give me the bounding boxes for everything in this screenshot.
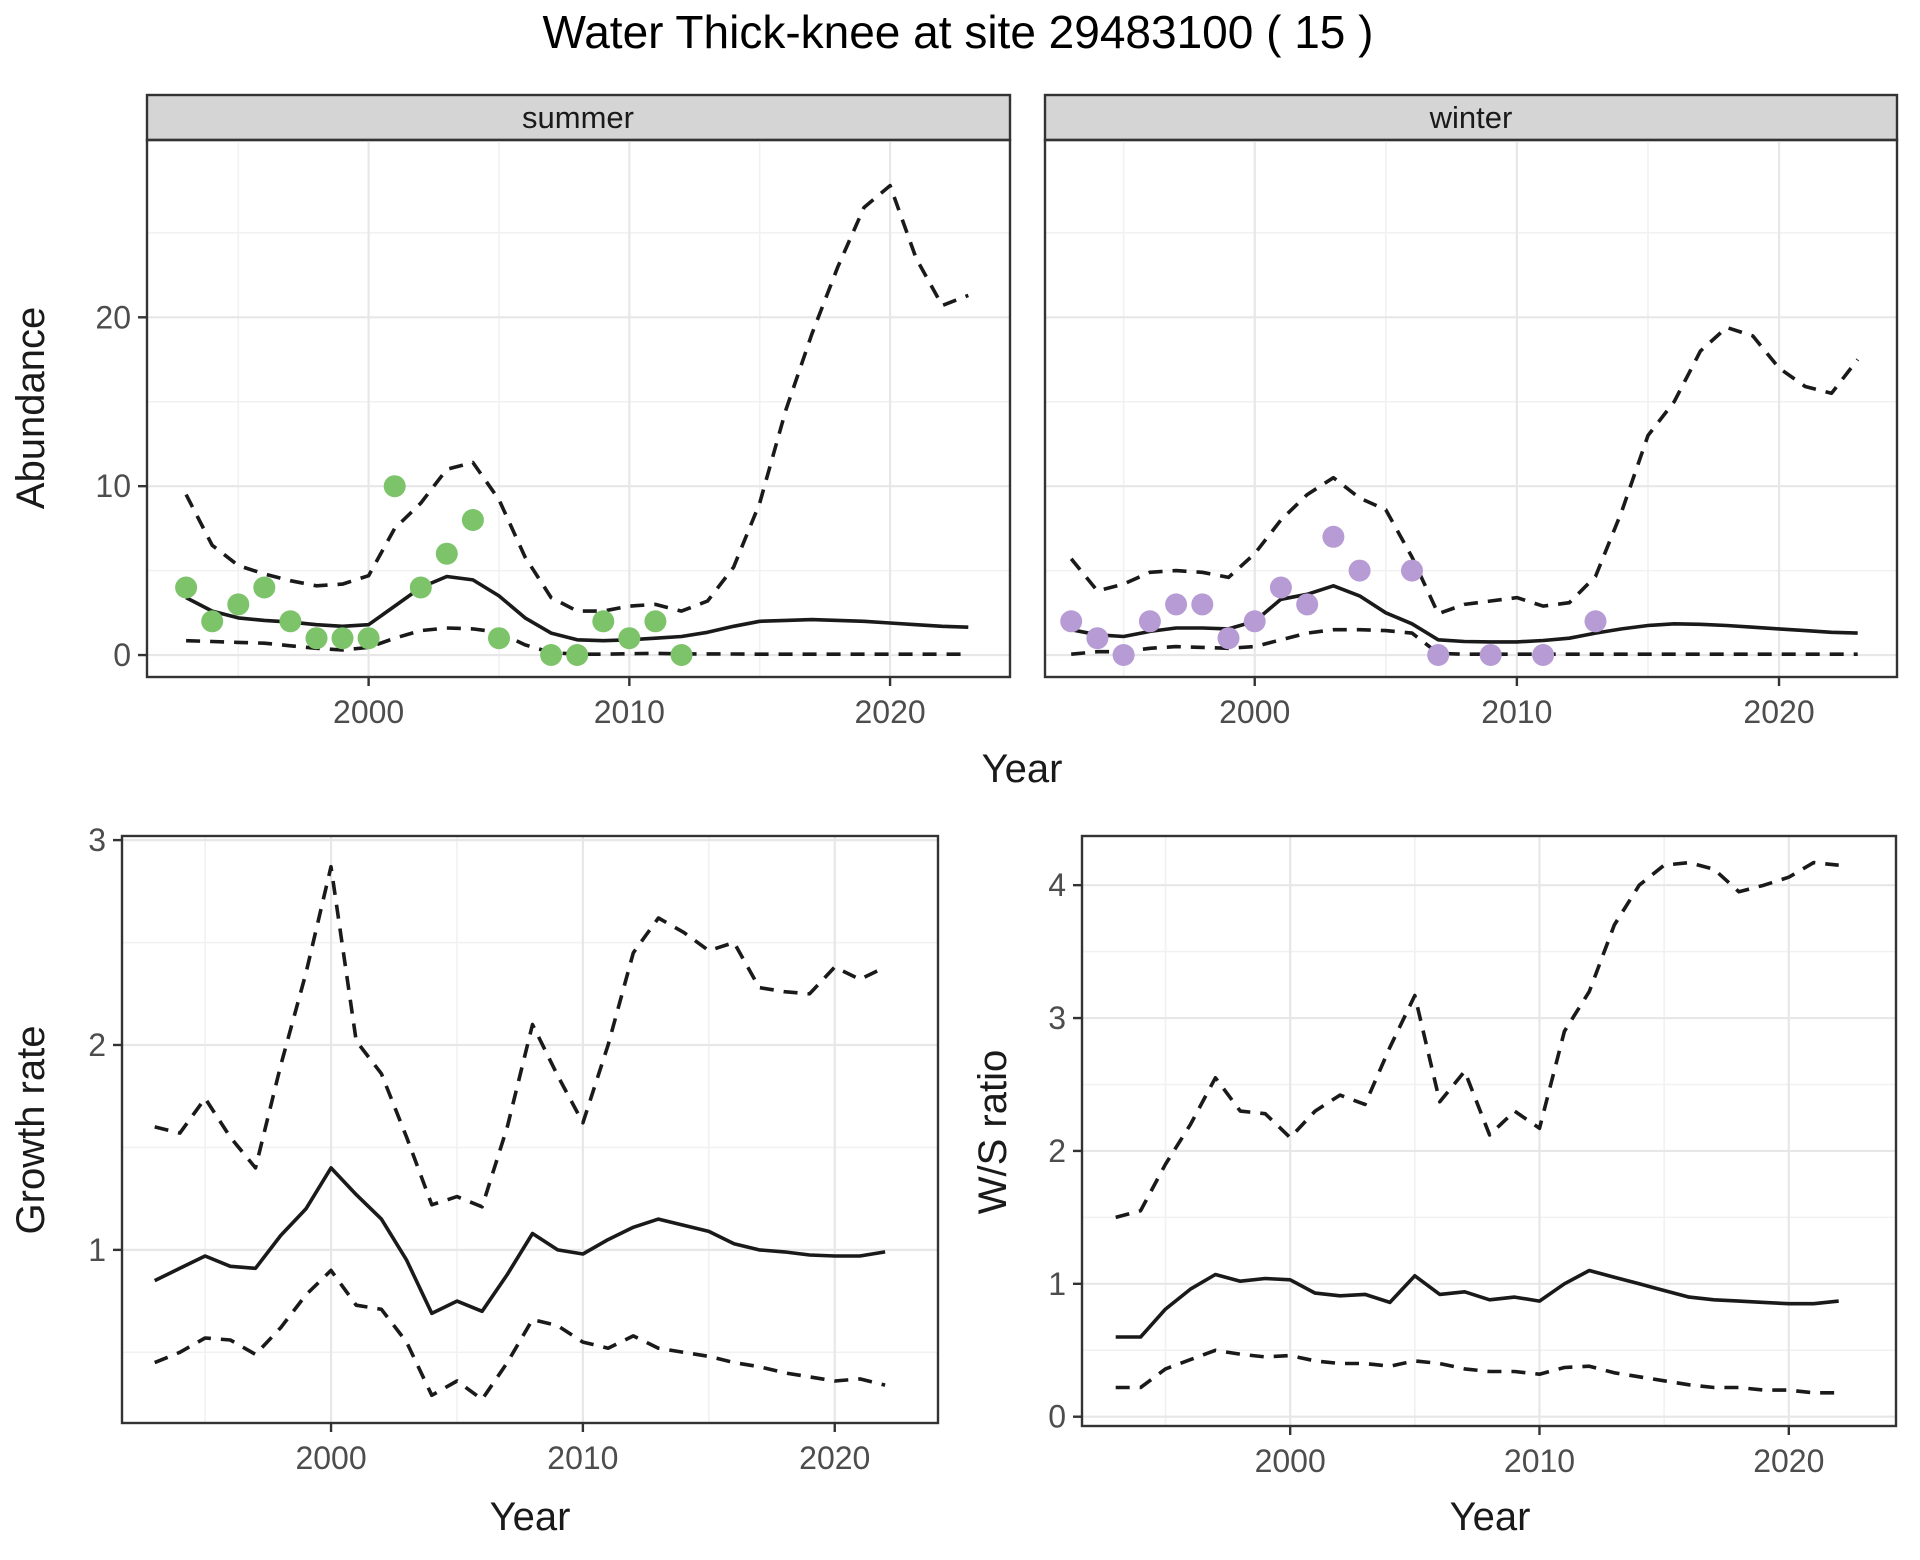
abundance-summer-data-point bbox=[305, 627, 328, 650]
y-tick-label: 3 bbox=[1048, 1000, 1066, 1036]
ws-ratio-lower_ci-line bbox=[1115, 1348, 1839, 1395]
abundance-summer-data-point bbox=[383, 475, 406, 498]
abundance-summer-data-point bbox=[592, 610, 615, 633]
y-tick-label: 2 bbox=[88, 1027, 106, 1063]
abundance-winter-data-point bbox=[1584, 610, 1607, 633]
abundance-winter-data-point bbox=[1269, 576, 1292, 599]
abundance-summer-data-point bbox=[461, 509, 484, 531]
x-tick-label: 2000 bbox=[1219, 694, 1290, 730]
x-tick-label: 2000 bbox=[333, 694, 404, 730]
y-tick-label: 2 bbox=[1048, 1133, 1066, 1169]
x-tick-label: 2020 bbox=[1753, 1443, 1824, 1479]
abundance-winter-data-point bbox=[1427, 644, 1450, 666]
facet-strip-winter bbox=[1043, 93, 1899, 142]
abundance-summer-data-point bbox=[331, 627, 354, 650]
growth-rate-upper_ci-line bbox=[154, 864, 886, 1209]
facet-strip-summer bbox=[145, 93, 1012, 142]
x-tick-label: 2010 bbox=[1504, 1443, 1575, 1479]
abundance-winter-lower_ci-line bbox=[1071, 627, 1858, 657]
x-tick-label: 2010 bbox=[594, 694, 665, 730]
abundance-summer-data-point bbox=[566, 644, 589, 666]
abundance-summer-border bbox=[145, 138, 1012, 679]
top-year-axis-title: Year bbox=[982, 747, 1063, 791]
abundance-winter-data-point bbox=[1296, 593, 1319, 616]
y-tick-label: 4 bbox=[1048, 867, 1066, 903]
y-tick-label: 0 bbox=[1048, 1399, 1066, 1435]
abundance-winter-data-point bbox=[1086, 627, 1109, 650]
x-tick-label: 2020 bbox=[854, 694, 925, 730]
panel-ws-ratio: 2000 2010 2020 0 1 2 3 4 bbox=[1048, 834, 1898, 1479]
panel-abundance-summer: 2000 2010 2020 0 10 20 bbox=[95, 138, 1012, 730]
abundance-summer-data-point bbox=[253, 576, 276, 599]
growth-rate-border bbox=[120, 834, 940, 1425]
x-tick-label: 2010 bbox=[547, 1440, 618, 1476]
facet-strip-winter-label: winter bbox=[1429, 100, 1513, 135]
abundance-summer-data-point bbox=[409, 576, 432, 599]
abundance-winter-data-point bbox=[1060, 610, 1083, 633]
x-tick-label: 2010 bbox=[1481, 694, 1552, 730]
y-tick-label: 1 bbox=[1048, 1266, 1066, 1302]
y-tick-label: 1 bbox=[88, 1232, 106, 1268]
y-tick-label: 0 bbox=[113, 637, 131, 673]
y-tick-label: 10 bbox=[95, 468, 131, 504]
abundance-summer-mean-line bbox=[185, 574, 969, 643]
growth-rate-axis-title: Growth rate bbox=[9, 1026, 53, 1235]
abundance-winter-data-point bbox=[1532, 644, 1555, 666]
abundance-winter-data-point bbox=[1348, 559, 1371, 582]
ws-ratio-mean-line bbox=[1115, 1268, 1839, 1339]
abundance-winter-data-point bbox=[1112, 644, 1135, 666]
facet-strip-summer-label: summer bbox=[522, 100, 634, 135]
abundance-axis-title: Abundance bbox=[9, 307, 53, 509]
abundance-winter-upper_ci-line bbox=[1069, 325, 1860, 616]
abundance-winter-data-point bbox=[1165, 593, 1188, 616]
y-tick-label: 20 bbox=[95, 299, 131, 335]
abundance-summer-data-point bbox=[435, 542, 458, 565]
abundance-summer-data-point bbox=[201, 610, 224, 633]
abundance-summer-data-point bbox=[618, 627, 641, 650]
abundance-winter-data-point bbox=[1401, 559, 1423, 582]
abundance-summer-data-point bbox=[227, 593, 250, 616]
x-tick-label: 2000 bbox=[1255, 1443, 1326, 1479]
ws-ratio-axis-title: W/S ratio bbox=[971, 1050, 1015, 1214]
abundance-summer-data-point bbox=[488, 627, 510, 650]
y-tick-label: 3 bbox=[88, 822, 106, 858]
panel-growth-rate: 2000 2010 2020 1 2 3 bbox=[88, 822, 940, 1476]
abundance-summer-data-point bbox=[644, 610, 667, 633]
panel-abundance-winter: 2000 2010 2020 bbox=[1043, 138, 1899, 730]
abundance-summer-data-point bbox=[175, 576, 198, 599]
ws-ratio-border bbox=[1080, 834, 1898, 1428]
ws-ratio-upper_ci-line bbox=[1115, 860, 1839, 1220]
growth-rate-lower_ci-line bbox=[154, 1268, 886, 1402]
abundance-winter-data-point bbox=[1243, 610, 1266, 633]
x-tick-label: 2020 bbox=[799, 1440, 870, 1476]
abundance-winter-data-point bbox=[1322, 525, 1345, 548]
x-tick-label: 2000 bbox=[295, 1440, 366, 1476]
growth-rate-mean-line bbox=[153, 1166, 886, 1316]
abundance-winter-data-point bbox=[1138, 610, 1161, 633]
abundance-winter-data-point bbox=[1191, 593, 1214, 616]
abundance-winter-border bbox=[1043, 138, 1899, 679]
abundance-winter-data-point bbox=[1479, 644, 1502, 666]
ws-year-axis-title: Year bbox=[1450, 1495, 1531, 1539]
abundance-winter-data-point bbox=[1217, 627, 1240, 650]
abundance-summer-data-point bbox=[670, 644, 693, 666]
abundance-summer-upper_ci-line bbox=[184, 183, 969, 613]
growth-year-axis-title: Year bbox=[490, 1495, 571, 1539]
abundance-winter-mean-line bbox=[1070, 583, 1858, 644]
abundance-summer-data-point bbox=[357, 627, 380, 650]
abundance-summer-data-point bbox=[540, 644, 563, 666]
abundance-summer-data-point bbox=[279, 610, 302, 633]
x-tick-label: 2020 bbox=[1743, 694, 1814, 730]
figure-title: Water Thick-knee at site 29483100 ( 15 ) bbox=[543, 6, 1374, 58]
